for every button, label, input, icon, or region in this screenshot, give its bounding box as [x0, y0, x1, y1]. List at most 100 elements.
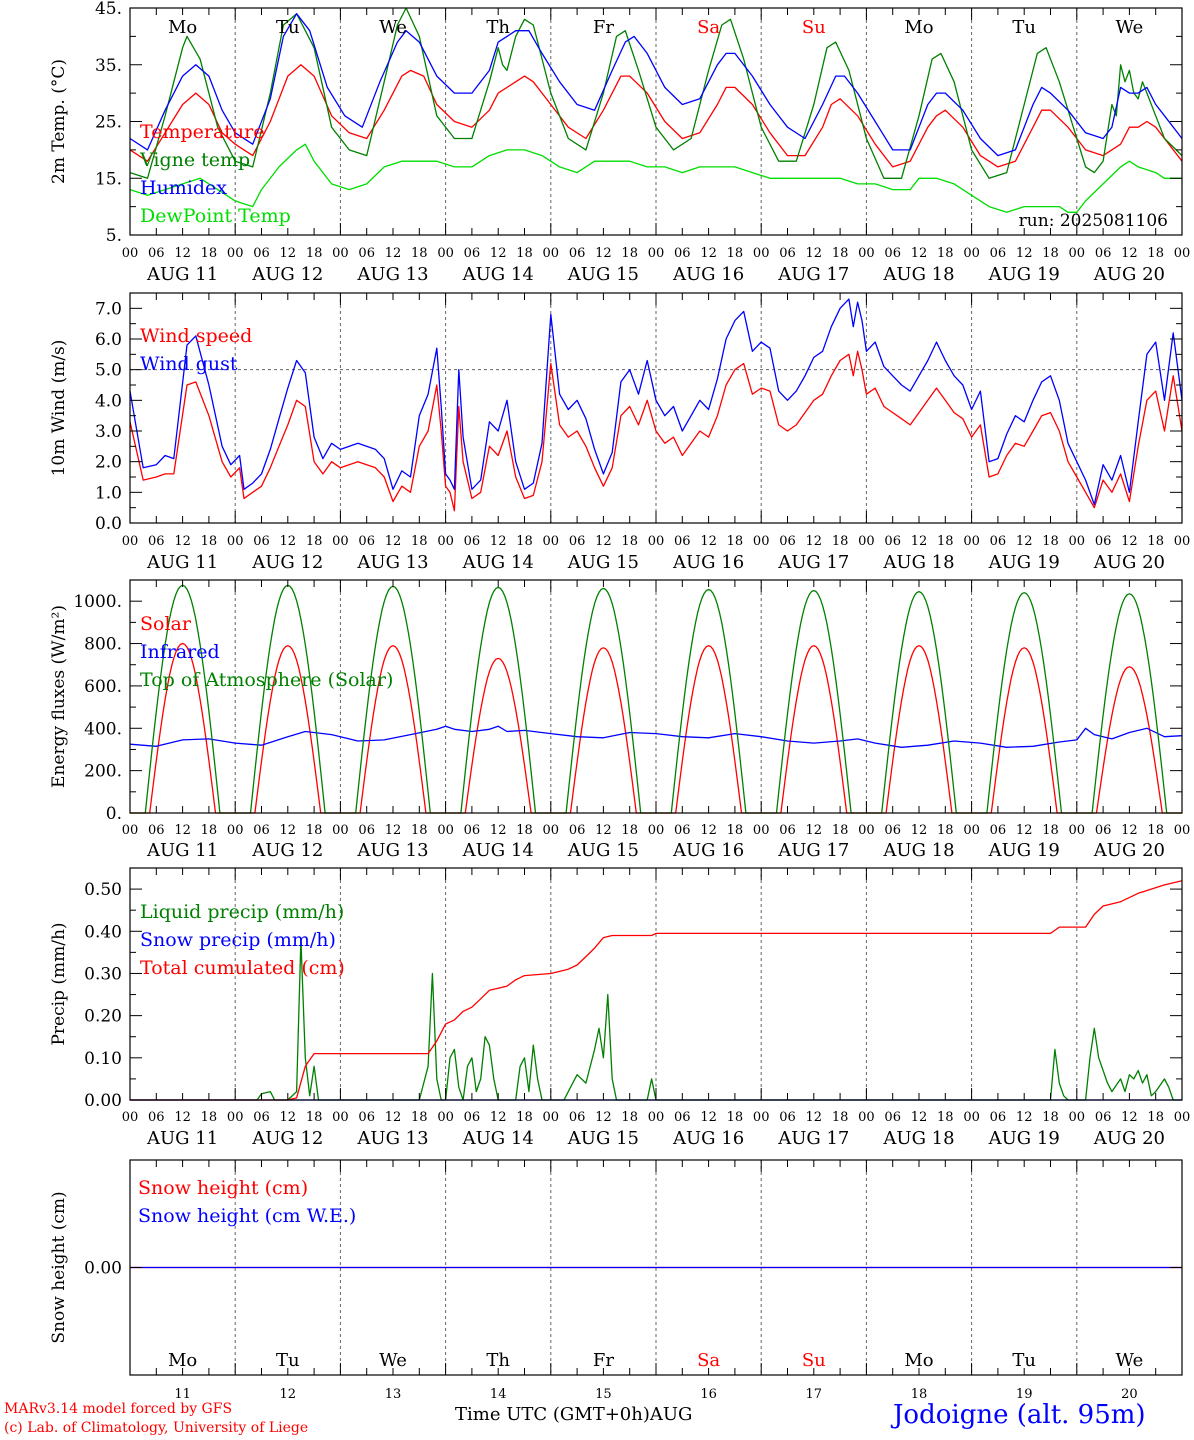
- hour-tick-label: 18: [1147, 534, 1164, 549]
- legend-entry: Snow height (cm W.E.): [138, 1205, 356, 1227]
- day-name-label: Mo: [168, 17, 197, 38]
- date-label: AUG 18: [882, 552, 954, 573]
- hour-tick-label: 12: [490, 246, 507, 261]
- model-credit: MARv3.14 model forced by GFS (c) Lab. of…: [4, 1400, 308, 1438]
- hour-tick-label: 18: [621, 534, 638, 549]
- day-name-label: Sa: [697, 17, 720, 38]
- hour-tick-label: 00: [858, 246, 875, 261]
- hour-tick-label: 00: [1069, 246, 1086, 261]
- hour-tick-label: 06: [358, 246, 375, 261]
- date-label: AUG 11: [146, 552, 218, 573]
- hour-tick-label: 06: [884, 246, 901, 261]
- model-credit-line2: (c) Lab. of Climatology, University of L…: [4, 1420, 309, 1436]
- hour-tick-label: 06: [779, 1110, 796, 1125]
- date-label: AUG 11: [146, 1128, 218, 1149]
- y-tick-label: 0.10: [84, 1049, 122, 1069]
- hour-tick-label: 18: [1042, 534, 1059, 549]
- hour-tick-label: 18: [411, 534, 428, 549]
- date-label: AUG 19: [988, 552, 1060, 573]
- hour-tick-label: 12: [1016, 246, 1033, 261]
- hour-tick-label: 06: [358, 534, 375, 549]
- series-line-total-cumulated-cm: [130, 880, 1183, 1101]
- hour-tick-label: 12: [1016, 534, 1033, 549]
- day-name-label: Tu: [1012, 1350, 1036, 1371]
- hour-tick-label: 12: [700, 534, 717, 549]
- hour-tick-label: 00: [227, 1110, 244, 1125]
- hour-tick-label: 12: [174, 534, 191, 549]
- hour-tick-label: 00: [227, 246, 244, 261]
- run-label: run: 2025081106: [1019, 211, 1168, 231]
- day-name-label: We: [1116, 17, 1144, 38]
- hour-tick-label: 00: [122, 1110, 139, 1125]
- date-label: AUG 12: [251, 840, 323, 861]
- hour-tick-label: 06: [253, 534, 270, 549]
- date-label: AUG 20: [1093, 552, 1165, 573]
- hour-tick-label: 12: [806, 534, 823, 549]
- hour-tick-label: 12: [595, 1110, 612, 1125]
- day-number-label: 18: [911, 1387, 928, 1402]
- hour-tick-label: 18: [1042, 823, 1059, 838]
- hour-tick-label: 12: [280, 823, 297, 838]
- hour-tick-label: 06: [569, 1110, 586, 1125]
- hour-tick-label: 00: [227, 823, 244, 838]
- hour-tick-label: 00: [753, 246, 770, 261]
- hour-tick-label: 06: [1095, 1110, 1112, 1125]
- hour-tick-label: 12: [595, 534, 612, 549]
- hour-tick-label: 00: [122, 246, 139, 261]
- legend-entry: DewPoint Temp: [140, 205, 291, 227]
- hour-tick-label: 00: [1069, 823, 1086, 838]
- hour-tick-label: 06: [253, 246, 270, 261]
- y-axis-label: Energy fluxes (W/m²): [49, 605, 69, 788]
- hour-tick-label: 18: [201, 1110, 218, 1125]
- hour-tick-label: 06: [148, 534, 165, 549]
- hour-tick-label: 12: [1121, 246, 1138, 261]
- hour-tick-label: 00: [963, 1110, 980, 1125]
- hour-tick-label: 06: [148, 246, 165, 261]
- date-label: AUG 20: [1093, 840, 1165, 861]
- hour-tick-label: 12: [1121, 823, 1138, 838]
- y-tick-label: 0.30: [84, 964, 122, 984]
- y-tick-label: 0.50: [84, 880, 122, 900]
- date-label: AUG 16: [672, 264, 744, 285]
- date-label: AUG 15: [567, 840, 639, 861]
- date-label: AUG 20: [1093, 1128, 1165, 1149]
- date-label: AUG 14: [462, 1128, 534, 1149]
- hour-tick-label: 06: [464, 1110, 481, 1125]
- hour-tick-label: 18: [516, 534, 533, 549]
- date-label: AUG 16: [672, 552, 744, 573]
- hour-tick-label: 12: [911, 246, 928, 261]
- hour-tick-label: 00: [648, 534, 665, 549]
- hour-tick-label: 06: [884, 534, 901, 549]
- hour-tick-label: 12: [1016, 1110, 1033, 1125]
- day-number-label: 17: [806, 1387, 823, 1402]
- hour-tick-label: 18: [516, 246, 533, 261]
- hour-tick-label: 06: [148, 823, 165, 838]
- hour-tick-label: 06: [1095, 823, 1112, 838]
- hour-tick-label: 12: [911, 1110, 928, 1125]
- series-line-infrared: [129, 725, 1183, 748]
- y-tick-label: 0.00: [84, 1091, 122, 1111]
- hour-tick-label: 12: [595, 246, 612, 261]
- series-line-vigne-temp: [129, 7, 1183, 179]
- hour-tick-label: 18: [621, 246, 638, 261]
- y-tick-label: 0.0: [95, 514, 122, 534]
- hour-tick-label: 18: [832, 823, 849, 838]
- panel-snow: 0.00 Snow height (cm) Snow height (cm) Snow…: [49, 1159, 1183, 1402]
- date-label: AUG 12: [251, 552, 323, 573]
- hour-tick-label: 18: [937, 1110, 954, 1125]
- hour-tick-label: 06: [253, 1110, 270, 1125]
- hour-tick-label: 18: [411, 246, 428, 261]
- date-label: AUG 16: [672, 1128, 744, 1149]
- date-label: AUG 11: [146, 264, 218, 285]
- hour-tick-label: 00: [122, 534, 139, 549]
- panel-wind: 0.0 1.0 2.0 3.0 4.0 5.0 6.0 7.0 10m Wind (m/s) Wi…: [49, 292, 1190, 573]
- hour-tick-label: 06: [358, 1110, 375, 1125]
- date-label: AUG 18: [882, 1128, 954, 1149]
- hour-tick-label: 00: [332, 534, 349, 549]
- date-label: AUG 15: [567, 552, 639, 573]
- y-axis-label: 2m Temp. (°C): [49, 59, 69, 184]
- hour-tick-label: 18: [1147, 1110, 1164, 1125]
- hour-tick-label: 18: [306, 823, 323, 838]
- date-label: AUG 11: [146, 840, 218, 861]
- hour-tick-label: 18: [727, 534, 744, 549]
